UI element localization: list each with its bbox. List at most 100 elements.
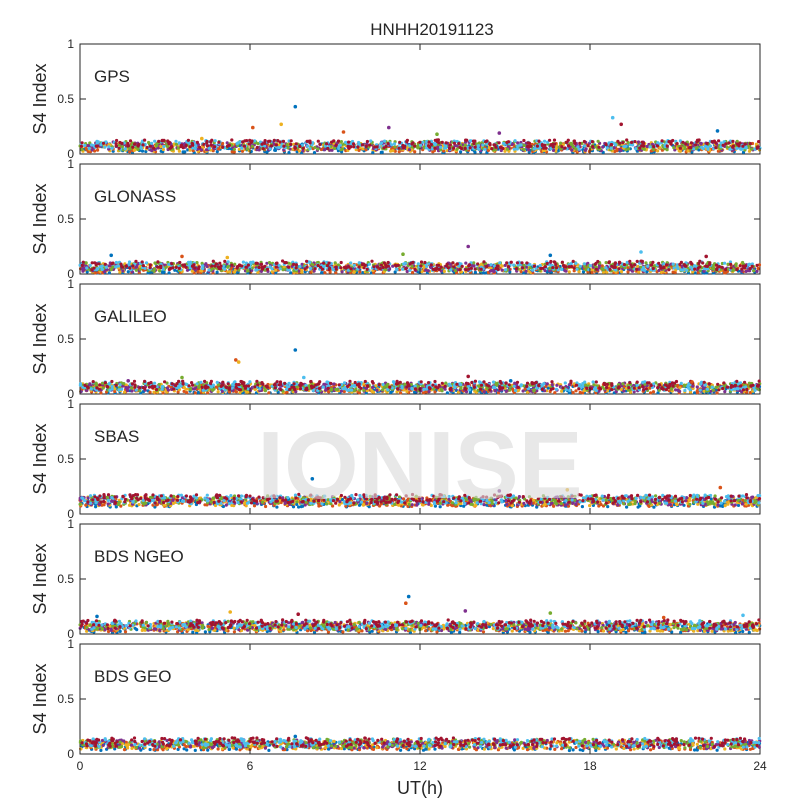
data-point bbox=[292, 262, 296, 266]
data-point bbox=[721, 143, 725, 147]
data-point bbox=[357, 261, 361, 265]
data-point bbox=[357, 148, 361, 152]
data-point bbox=[134, 265, 138, 269]
data-point bbox=[100, 267, 104, 271]
data-point bbox=[582, 139, 587, 144]
data-point bbox=[130, 389, 134, 393]
data-point bbox=[453, 269, 457, 273]
data-point bbox=[188, 388, 193, 392]
data-point bbox=[156, 260, 160, 264]
data-point bbox=[293, 104, 298, 109]
data-point bbox=[111, 261, 115, 265]
data-point bbox=[710, 140, 714, 144]
data-point bbox=[689, 141, 694, 145]
data-point bbox=[748, 142, 752, 146]
data-point bbox=[527, 150, 531, 154]
data-point bbox=[205, 141, 209, 145]
data-point bbox=[755, 269, 759, 273]
data-point bbox=[433, 146, 437, 150]
data-point bbox=[301, 146, 305, 150]
data-point bbox=[521, 389, 525, 393]
data-point bbox=[604, 261, 608, 265]
data-point bbox=[405, 389, 409, 394]
data-point bbox=[246, 268, 250, 273]
data-point bbox=[588, 264, 593, 268]
data-point bbox=[696, 266, 700, 270]
data-point bbox=[152, 146, 156, 150]
data-point bbox=[248, 138, 252, 142]
data-point bbox=[642, 268, 647, 272]
data-point bbox=[287, 151, 291, 155]
data-point bbox=[482, 390, 486, 394]
data-point bbox=[418, 140, 422, 144]
data-point bbox=[334, 267, 338, 271]
data-point bbox=[704, 254, 708, 259]
data-point bbox=[274, 268, 278, 272]
data-point bbox=[640, 140, 644, 144]
data-point bbox=[519, 143, 523, 147]
data-point bbox=[200, 136, 204, 141]
data-point bbox=[383, 139, 387, 143]
data-point bbox=[118, 270, 122, 274]
data-point bbox=[463, 146, 467, 150]
data-point bbox=[382, 146, 386, 150]
data-point bbox=[529, 389, 533, 393]
data-point bbox=[691, 384, 695, 388]
data-point bbox=[205, 144, 209, 148]
data-point bbox=[435, 263, 439, 267]
data-point bbox=[85, 270, 89, 274]
data-point bbox=[294, 266, 298, 270]
data-point bbox=[678, 146, 682, 150]
data-point bbox=[298, 144, 302, 149]
data-point bbox=[427, 390, 431, 394]
data-point bbox=[617, 267, 621, 271]
data-point bbox=[489, 263, 493, 267]
data-point bbox=[701, 261, 705, 265]
data-point bbox=[670, 387, 674, 391]
data-point bbox=[488, 143, 492, 147]
data-point bbox=[693, 391, 697, 395]
y-axis-label: S4 Index bbox=[30, 183, 50, 254]
data-point bbox=[232, 270, 237, 274]
data-point bbox=[352, 270, 356, 274]
data-point bbox=[473, 145, 477, 149]
data-point bbox=[705, 141, 709, 146]
data-point bbox=[93, 271, 97, 275]
data-point bbox=[221, 145, 225, 149]
data-point bbox=[613, 262, 617, 266]
data-point bbox=[255, 145, 259, 150]
data-point bbox=[161, 271, 165, 275]
data-point bbox=[316, 139, 320, 143]
data-point bbox=[694, 143, 698, 147]
data-point bbox=[94, 382, 98, 386]
data-point bbox=[145, 145, 149, 150]
data-point bbox=[409, 261, 414, 265]
data-point bbox=[743, 266, 747, 270]
data-point bbox=[556, 149, 560, 153]
data-point bbox=[213, 264, 217, 268]
data-point bbox=[590, 270, 594, 274]
data-point bbox=[449, 268, 453, 272]
data-point bbox=[80, 147, 84, 152]
data-point bbox=[339, 260, 343, 265]
data-point bbox=[193, 147, 197, 151]
data-point bbox=[371, 150, 375, 155]
data-point bbox=[115, 138, 119, 143]
data-point bbox=[649, 391, 653, 395]
data-point bbox=[279, 122, 284, 127]
data-point bbox=[538, 263, 542, 268]
data-point bbox=[471, 139, 476, 143]
data-point bbox=[419, 264, 423, 268]
data-point bbox=[639, 250, 643, 254]
data-point bbox=[148, 263, 152, 267]
data-point bbox=[306, 144, 310, 148]
data-point bbox=[635, 267, 639, 271]
data-point bbox=[662, 265, 666, 270]
data-point bbox=[323, 382, 327, 386]
data-point bbox=[714, 141, 718, 145]
data-point bbox=[545, 382, 549, 386]
data-point bbox=[225, 144, 229, 148]
data-point bbox=[688, 146, 692, 150]
